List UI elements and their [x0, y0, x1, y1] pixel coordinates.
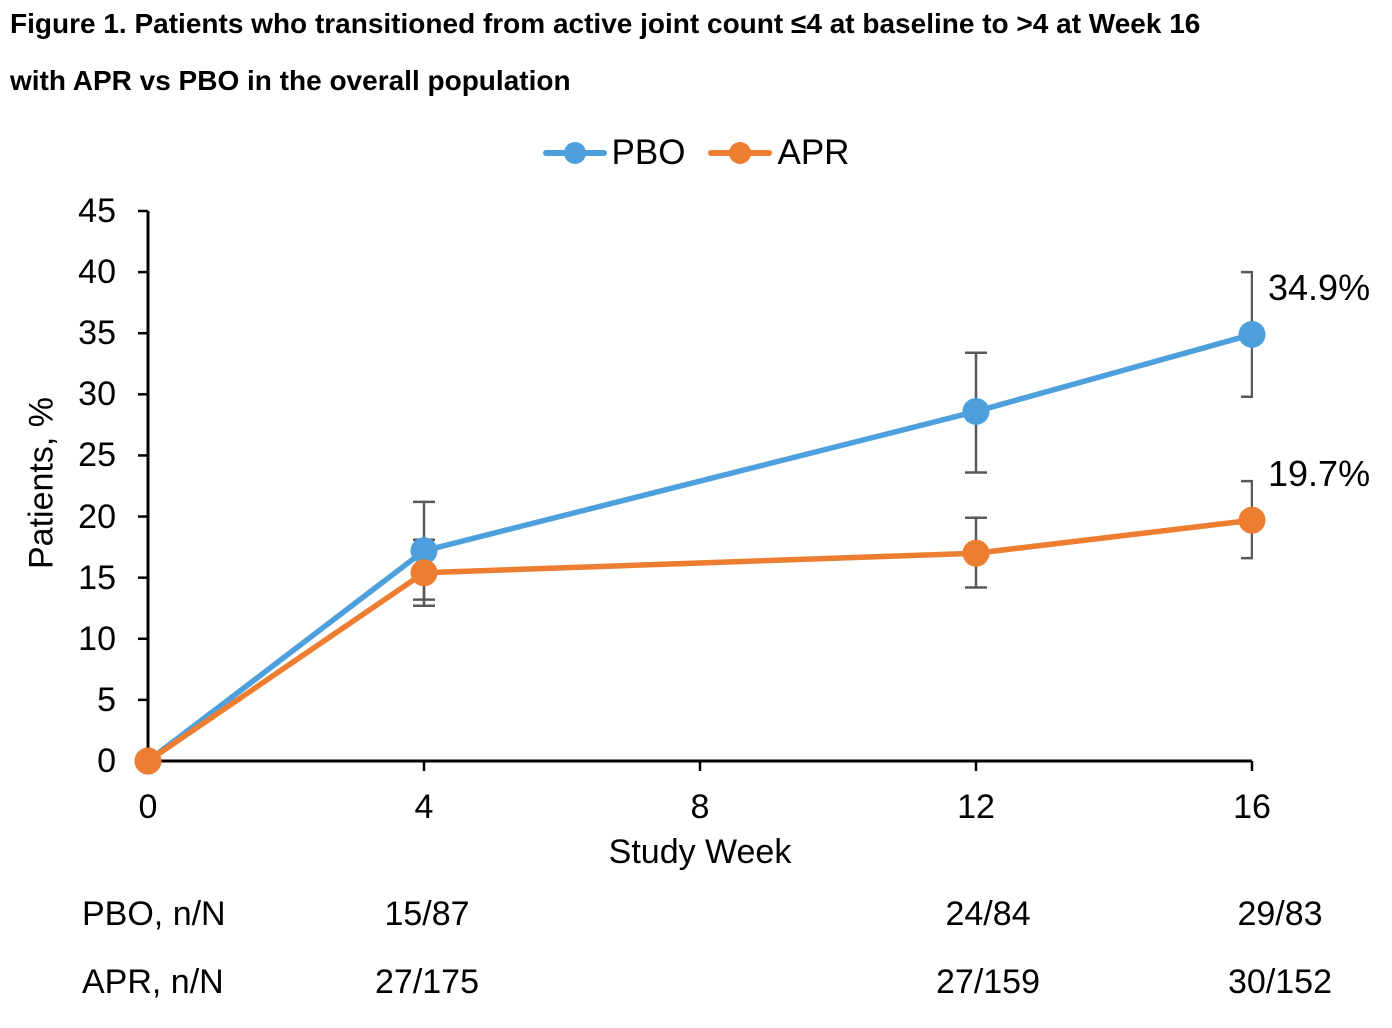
y-tick-label: 5: [97, 680, 116, 719]
y-tick-label: 0: [97, 742, 116, 780]
table-row-label: APR, n/N: [82, 963, 224, 1001]
y-tick-label: 20: [78, 497, 116, 536]
legend-item-apr: APR: [708, 133, 849, 173]
table-row-label: PBO, n/N: [82, 895, 226, 933]
table-cell-value: 24/84: [945, 895, 1031, 933]
point-value-label-pbo: 34.9%: [1268, 267, 1371, 309]
data-point-marker-apr: [1238, 506, 1266, 534]
x-tick-label: 4: [414, 788, 434, 826]
legend-item-pbo: PBO: [542, 133, 686, 173]
legend-item-label: PBO: [611, 133, 686, 172]
table-cell-value: 27/175: [375, 963, 479, 1001]
table-cell-value: 27/159: [936, 963, 1040, 1001]
legend-marker-icon: [708, 136, 773, 170]
y-tick-label: 45: [78, 192, 116, 230]
axes: [138, 209, 1254, 771]
data-point-marker-apr: [134, 747, 162, 775]
data-point-marker-pbo: [410, 537, 438, 565]
legend-marker-icon: [542, 136, 607, 170]
table-cell-value: 29/83: [1237, 895, 1323, 933]
figure-title-line1: Figure 1. Patients who transitioned from…: [10, 8, 1201, 39]
y-tick-label: 10: [78, 619, 116, 658]
figure-title-line2: with APR vs PBO in the overall populatio…: [10, 65, 571, 96]
data-point-marker-pbo: [962, 397, 990, 425]
x-tick-label: 12: [957, 788, 995, 826]
y-tick-label: 40: [78, 253, 116, 292]
y-axis-title: Patients, %: [22, 397, 61, 569]
y-tick-label: 30: [78, 375, 116, 414]
figure-title: Figure 1. Patients who transitioned from…: [10, 0, 1200, 109]
data-point-marker-pbo: [1238, 320, 1266, 348]
series-line-pbo: [145, 331, 1255, 764]
x-tick-label: 8: [690, 788, 710, 826]
legend-item-label: APR: [777, 133, 850, 172]
table-cell-value: 15/87: [384, 895, 470, 933]
y-tick-label: 15: [78, 558, 116, 597]
series-line-apr: [145, 517, 1255, 764]
table-cell-value: 30/152: [1228, 963, 1332, 1001]
x-axis-title: Study Week: [608, 833, 792, 871]
data-point-marker-apr: [962, 539, 990, 567]
x-tick-label: 0: [138, 788, 158, 826]
point-value-label-apr: 19.7%: [1268, 453, 1371, 495]
data-point-marker-apr: [410, 559, 438, 587]
chart-legend: PBO APR: [0, 133, 1392, 173]
y-tick-label: 35: [78, 314, 116, 353]
x-tick-label: 16: [1233, 788, 1271, 826]
y-tick-label: 25: [78, 436, 116, 475]
